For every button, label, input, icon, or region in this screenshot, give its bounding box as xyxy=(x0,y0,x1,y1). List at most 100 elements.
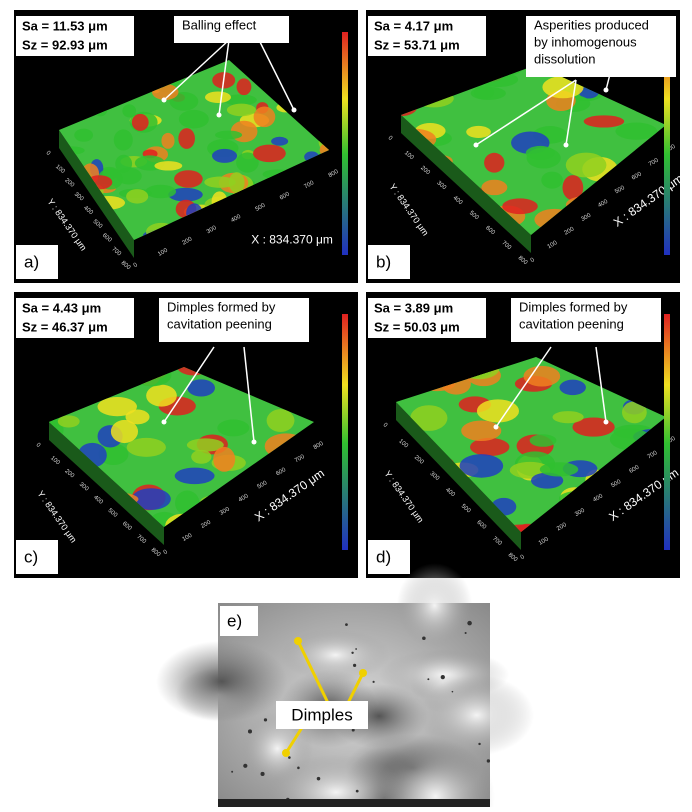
sem-dimple xyxy=(420,675,534,756)
sem-pit xyxy=(351,652,353,654)
surface-bump xyxy=(122,104,136,117)
surface-bump xyxy=(178,128,195,149)
surface-bump xyxy=(566,153,607,178)
panel: 0010010020020030030040040050050060060070… xyxy=(366,292,692,578)
annotation-text: Dimples formed by xyxy=(167,299,276,314)
arrow-head xyxy=(474,143,479,148)
surface-bump xyxy=(229,172,245,193)
annotation-text: cavitation peening xyxy=(519,316,624,331)
sem-pit xyxy=(441,675,445,679)
surface-bump xyxy=(125,410,149,425)
surface-bump xyxy=(174,170,203,188)
panel-label: d) xyxy=(376,547,391,566)
surface-bump xyxy=(271,137,288,146)
surface-bump xyxy=(461,421,501,442)
sem-pit xyxy=(373,681,375,683)
arrow-head xyxy=(217,113,222,118)
sa-value: Sa = 3.89 μm xyxy=(374,300,453,315)
annotation-text: Asperities produced xyxy=(534,17,649,32)
colorbar xyxy=(342,32,348,255)
surface-bump xyxy=(523,366,560,387)
surface-bump xyxy=(502,198,538,214)
surface-bump xyxy=(114,129,133,150)
surface-bump xyxy=(217,420,249,437)
panel-label: b) xyxy=(376,252,391,271)
sem-pit xyxy=(264,718,267,721)
annotation-text: dissolution xyxy=(534,51,595,66)
sem-pit xyxy=(231,771,233,773)
arrow-head xyxy=(162,420,167,425)
arrow-head xyxy=(292,108,297,113)
arrow-head xyxy=(604,420,609,425)
panel-label: e) xyxy=(227,611,242,630)
sem-pit xyxy=(452,691,454,693)
surface-bump xyxy=(191,450,211,464)
arrow-head xyxy=(162,98,167,103)
sem-pit xyxy=(487,759,490,762)
surface-bump xyxy=(237,78,252,95)
surface-bump xyxy=(132,114,149,131)
sem-dimple xyxy=(397,563,472,648)
surface-bump xyxy=(541,172,563,189)
sem-dimple xyxy=(156,641,287,722)
surface-bump xyxy=(227,104,256,117)
surface-bump xyxy=(254,106,276,127)
sa-value: Sa = 4.43 μm xyxy=(22,300,101,315)
sem-pit xyxy=(288,756,291,759)
annotation-text: Balling effect xyxy=(182,17,257,32)
surface-bump xyxy=(484,153,504,173)
arrow-head xyxy=(494,425,499,430)
surface-bump xyxy=(466,126,491,138)
panel-label: a) xyxy=(24,252,39,271)
sem-pit xyxy=(353,664,356,667)
surface-bump xyxy=(253,145,286,163)
surface-bump xyxy=(481,180,507,195)
panel-e: Dimples e) xyxy=(156,563,534,807)
annotation-text: Dimples xyxy=(291,705,352,724)
arrow-head xyxy=(252,440,257,445)
sem-pit xyxy=(422,636,426,640)
sem-pit xyxy=(297,767,300,770)
surface-bump xyxy=(74,129,93,142)
sem-pit xyxy=(478,743,480,745)
surface-bump xyxy=(267,409,295,432)
surface-bump xyxy=(116,168,142,185)
panel: 0010010020020030030040040050050060060070… xyxy=(366,10,692,283)
sem-pit xyxy=(243,764,247,768)
sem-pit xyxy=(345,623,348,626)
surface-bump xyxy=(213,447,235,472)
sem-dimple xyxy=(281,629,390,680)
surface-bump xyxy=(471,87,506,100)
sz-value: Sz = 92.93 μm xyxy=(22,37,108,52)
surface-bump xyxy=(154,161,182,170)
sem-pit xyxy=(317,777,321,781)
sem-pit xyxy=(261,772,265,776)
sz-value: Sz = 50.03 μm xyxy=(374,319,460,334)
surface-bump xyxy=(540,462,579,476)
surface-bump xyxy=(553,411,584,423)
surface-bump xyxy=(126,189,148,203)
surface-bump xyxy=(530,434,557,447)
sa-value: Sa = 4.17 μm xyxy=(374,18,453,33)
surface-bump xyxy=(215,131,242,140)
sem-pit xyxy=(352,729,355,732)
sem-pit xyxy=(248,729,252,733)
surface-bump xyxy=(58,415,80,427)
annotation-text: cavitation peening xyxy=(167,316,272,331)
surface-bump xyxy=(146,385,177,407)
sem-scalebar xyxy=(218,799,490,807)
arrow-head xyxy=(294,637,302,645)
panel-label: c) xyxy=(24,547,38,566)
surface-bump xyxy=(559,380,585,395)
surface-bump xyxy=(161,133,174,149)
surface-bump xyxy=(175,468,215,484)
colorbar xyxy=(664,314,670,550)
sem-pit xyxy=(427,678,429,680)
surface-bump xyxy=(584,115,625,127)
colorbar xyxy=(342,314,348,550)
figure: 0010010020020030030040040050050060060070… xyxy=(0,0,692,807)
surface-bump xyxy=(179,110,209,129)
surface-bump xyxy=(205,91,231,103)
sz-value: Sz = 46.37 μm xyxy=(22,319,108,334)
arrow-head xyxy=(564,143,569,148)
